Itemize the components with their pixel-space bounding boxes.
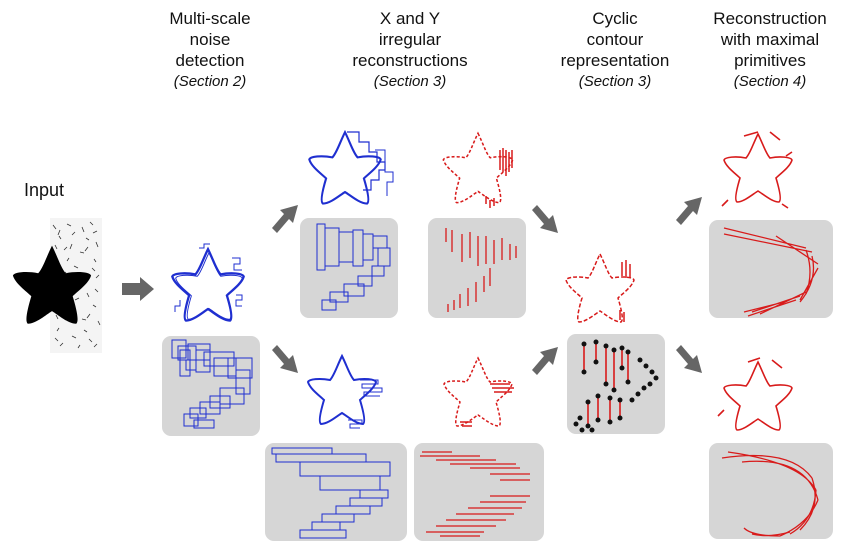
title-line: with maximal bbox=[720, 30, 820, 49]
x-reconstruction-boxes bbox=[316, 223, 391, 311]
primitives-top-star bbox=[721, 131, 793, 209]
x-reconstruction-contour bbox=[308, 131, 394, 205]
panel-primitives-top bbox=[709, 220, 833, 318]
title-line: Multi-scale bbox=[169, 9, 251, 28]
section-reference: (Section 3) bbox=[373, 73, 447, 90]
column-title-cyclic-contour: Cyclic contour representation (Section 3… bbox=[540, 8, 690, 92]
section-reference: (Section 4) bbox=[733, 73, 807, 90]
x-segments-lines bbox=[445, 228, 517, 312]
title-line: reconstructions bbox=[352, 51, 468, 70]
section-reference: (Section 3) bbox=[578, 73, 652, 90]
y-reconstruction-contour bbox=[307, 355, 383, 429]
column-title-xy-reconstructions: X and Y irregular reconstructions (Secti… bbox=[330, 8, 490, 92]
title-line: detection bbox=[175, 51, 245, 70]
primitives-bottom-arcs bbox=[721, 451, 819, 537]
title-line: Reconstruction bbox=[713, 9, 827, 28]
title-line: noise bbox=[189, 30, 231, 49]
panel-primitives-bottom bbox=[709, 443, 833, 539]
primitives-bottom-star bbox=[717, 357, 793, 431]
title-line: Cyclic bbox=[592, 9, 638, 28]
title-line: contour bbox=[586, 30, 644, 49]
noise-detection-contour bbox=[171, 243, 245, 322]
panel-y-reconstruction bbox=[265, 443, 407, 541]
panel-y-segments bbox=[414, 443, 544, 541]
arrow-x-to-cyclic bbox=[532, 205, 558, 233]
title-line: primitives bbox=[734, 51, 806, 70]
column-title-noise-detection: Multi-scale noise detection (Section 2) bbox=[140, 8, 280, 92]
input-noisy-image bbox=[12, 218, 102, 353]
y-segments-lines bbox=[420, 451, 530, 537]
section-reference: (Section 2) bbox=[173, 73, 247, 90]
arrow-to-y-reconstruction bbox=[272, 345, 298, 373]
input-label: Input bbox=[24, 180, 65, 200]
arrow-to-primitives-top bbox=[676, 197, 702, 225]
arrow-to-x-reconstruction bbox=[272, 205, 298, 233]
primitives-top-arcs bbox=[723, 227, 819, 317]
flow-arrows bbox=[122, 197, 702, 375]
panel-x-reconstruction bbox=[300, 218, 398, 318]
title-line: irregular bbox=[378, 30, 442, 49]
column-title-maximal-primitives: Reconstruction with maximal primitives (… bbox=[692, 8, 848, 92]
y-reconstruction-boxes bbox=[271, 447, 391, 539]
noise-detection-boxes bbox=[171, 339, 253, 429]
cyclic-contour-graph bbox=[573, 339, 659, 433]
title-line: X and Y bbox=[379, 9, 441, 28]
y-segments-contour bbox=[443, 357, 514, 427]
cyclic-contour-star bbox=[565, 253, 635, 323]
arrow-to-primitives-bottom bbox=[676, 345, 702, 373]
arrow-y-to-cyclic bbox=[532, 347, 558, 375]
panel-x-segments bbox=[428, 218, 526, 318]
title-line: representation bbox=[560, 51, 670, 70]
arrow-input-to-noise bbox=[122, 277, 154, 301]
x-segments-contour bbox=[442, 132, 514, 208]
